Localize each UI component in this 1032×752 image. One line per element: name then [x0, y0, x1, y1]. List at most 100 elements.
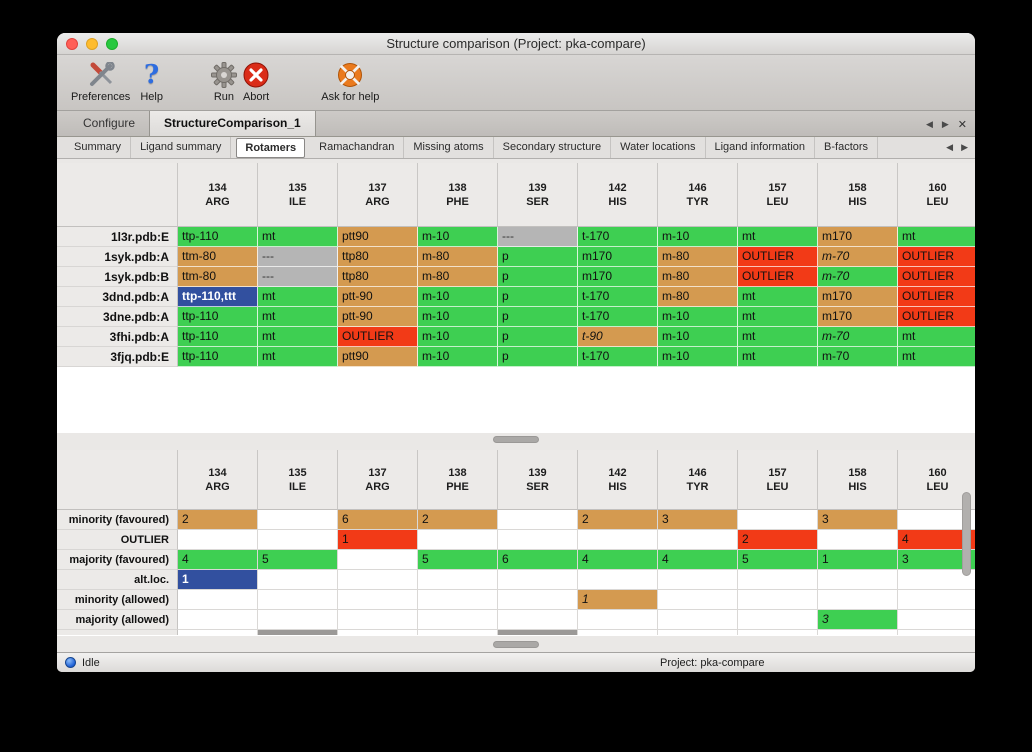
count-cell[interactable]: 5 [418, 550, 498, 570]
tab-close-icon[interactable]: ✕ [957, 118, 967, 131]
rotamer-cell[interactable]: m-80 [658, 287, 738, 307]
tab-configure[interactable]: Configure [83, 116, 136, 130]
rotamer-cell[interactable]: ttp-110 [178, 347, 258, 367]
rotamer-cell[interactable]: m-10 [418, 287, 498, 307]
rotamer-cell[interactable]: OUTLIER [898, 307, 975, 327]
count-cell[interactable]: 4 [898, 530, 975, 550]
rotamer-cell[interactable]: m-80 [658, 247, 738, 267]
rotamer-cell[interactable]: m170 [578, 247, 658, 267]
rotamer-cell[interactable]: m-10 [658, 347, 738, 367]
count-cell[interactable] [818, 590, 898, 610]
count-cell[interactable] [738, 590, 818, 610]
count-cell[interactable] [498, 590, 578, 610]
subtab-ramachandran[interactable]: Ramachandran [310, 137, 405, 158]
subtab-ligand-information[interactable]: Ligand information [706, 137, 816, 158]
count-cell[interactable] [498, 610, 578, 630]
run-button[interactable]: Run [210, 60, 237, 103]
minimize-button[interactable] [86, 38, 98, 50]
count-cell[interactable] [338, 570, 418, 590]
count-cell[interactable] [418, 570, 498, 590]
rotamer-cell[interactable]: m-10 [418, 227, 498, 247]
structure-row-label[interactable]: 3dne.pdb:A [57, 307, 178, 327]
count-cell[interactable]: 3 [818, 610, 898, 630]
count-cell[interactable] [178, 610, 258, 630]
structure-row-label[interactable]: 1l3r.pdb:E [57, 227, 178, 247]
count-cell[interactable]: 2 [578, 510, 658, 530]
rotamer-cell[interactable]: OUTLIER [738, 267, 818, 287]
structure-row-label[interactable]: 3fhi.pdb:A [57, 327, 178, 347]
rotamer-cell[interactable]: ttp-110 [178, 327, 258, 347]
count-cell[interactable] [738, 570, 818, 590]
rotamer-cell[interactable]: OUTLIER [338, 327, 418, 347]
rotamer-cell[interactable]: mt [258, 287, 338, 307]
rotamer-cell[interactable]: mt [258, 307, 338, 327]
count-cell[interactable]: 5 [258, 550, 338, 570]
rotamer-cell[interactable]: ptt-90 [338, 307, 418, 327]
rotamer-cell[interactable]: mt [258, 227, 338, 247]
count-cell[interactable]: 2 [738, 530, 818, 550]
vertical-scrollbar-thumb[interactable] [962, 492, 971, 576]
count-cell[interactable] [338, 550, 418, 570]
rotamer-cell[interactable]: m-70 [818, 267, 898, 287]
count-cell[interactable] [898, 590, 975, 610]
rotamer-cell[interactable]: p [498, 287, 578, 307]
rotamer-cell[interactable]: t-170 [578, 287, 658, 307]
count-cell[interactable]: 3 [898, 550, 975, 570]
splitter-handle-top[interactable] [493, 436, 539, 443]
count-cell[interactable] [658, 610, 738, 630]
count-cell[interactable] [818, 530, 898, 550]
rotamer-cell[interactable]: ttp-110 [178, 227, 258, 247]
subtab-water-locations[interactable]: Water locations [611, 137, 706, 158]
count-cell[interactable] [258, 610, 338, 630]
rotamer-cell[interactable]: m170 [818, 227, 898, 247]
abort-button[interactable]: Abort [243, 60, 269, 103]
rotamer-cell[interactable]: ttp80 [338, 247, 418, 267]
rotamer-cell[interactable]: ptt-90 [338, 287, 418, 307]
count-cell[interactable] [258, 510, 338, 530]
count-cell[interactable] [578, 610, 658, 630]
close-button[interactable] [66, 38, 78, 50]
count-cell[interactable] [658, 530, 738, 550]
rotamer-cell[interactable]: OUTLIER [898, 287, 975, 307]
rotamer-cell[interactable]: p [498, 247, 578, 267]
count-cell[interactable]: 1 [178, 570, 258, 590]
rotamer-cell[interactable]: p [498, 267, 578, 287]
count-cell[interactable] [258, 590, 338, 610]
count-cell[interactable]: 2 [418, 510, 498, 530]
count-cell[interactable] [498, 530, 578, 550]
rotamer-cell[interactable]: ttp-110 [178, 307, 258, 327]
count-cell[interactable]: 2 [178, 510, 258, 530]
subtab-secondary-structure[interactable]: Secondary structure [494, 137, 612, 158]
rotamer-cell[interactable]: mt [258, 327, 338, 347]
rotamer-cell[interactable]: mt [258, 347, 338, 367]
rotamer-cell[interactable]: m-80 [658, 267, 738, 287]
rotamer-cell[interactable]: mt [898, 327, 975, 347]
tab-next-icon[interactable]: ▶ [941, 118, 949, 129]
rotamer-cell[interactable]: m170 [578, 267, 658, 287]
rotamer-cell[interactable]: m-10 [658, 307, 738, 327]
rotamer-cell[interactable]: m-80 [418, 267, 498, 287]
rotamer-cell[interactable]: mt [738, 327, 818, 347]
rotamer-cell[interactable]: t-170 [578, 227, 658, 247]
rotamer-cell[interactable]: ptt90 [338, 347, 418, 367]
help-button[interactable]: ? Help [140, 60, 163, 103]
rotamer-cell[interactable]: ttm-80 [178, 247, 258, 267]
count-cell[interactable]: 1 [338, 530, 418, 550]
count-cell[interactable] [898, 610, 975, 630]
rotamer-cell[interactable]: OUTLIER [738, 247, 818, 267]
zoom-button[interactable] [106, 38, 118, 50]
count-cell[interactable] [258, 530, 338, 550]
rotamer-cell[interactable]: m170 [818, 287, 898, 307]
count-cell[interactable]: 4 [658, 550, 738, 570]
count-cell[interactable]: 1 [578, 590, 658, 610]
rotamer-cell[interactable]: m-70 [818, 347, 898, 367]
count-cell[interactable] [498, 510, 578, 530]
rotamer-cell[interactable]: --- [258, 247, 338, 267]
count-cell[interactable]: 4 [578, 550, 658, 570]
rotamer-cell[interactable]: t-90 [578, 327, 658, 347]
structure-row-label[interactable]: 1syk.pdb:A [57, 247, 178, 267]
rotamer-cell[interactable]: p [498, 307, 578, 327]
rotamer-cell[interactable]: ttp-110,ttt [178, 287, 258, 307]
subtab-prev-icon[interactable]: ◀ [946, 142, 954, 152]
count-cell[interactable]: 4 [178, 550, 258, 570]
